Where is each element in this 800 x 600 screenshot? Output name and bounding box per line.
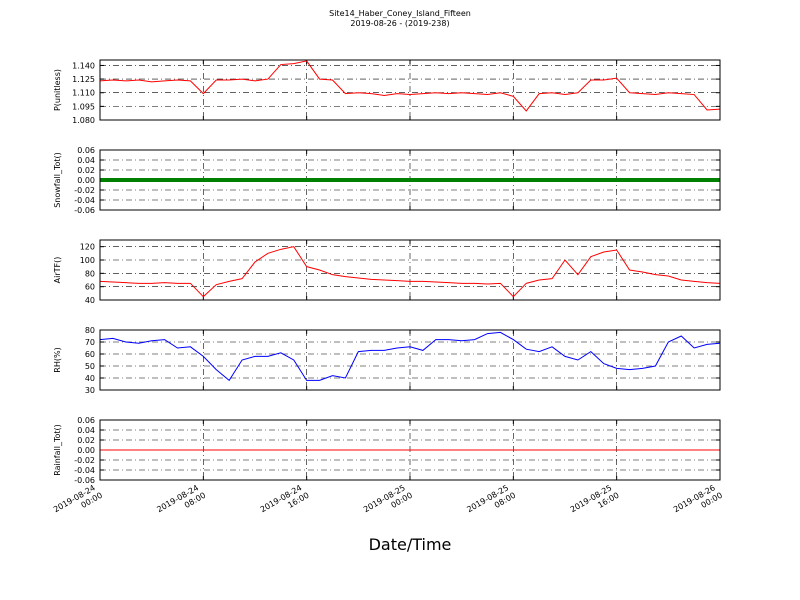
y-tick-label: 40 <box>85 374 95 383</box>
y-tick-label: 0.06 <box>77 146 95 155</box>
x-axis-label: Date/Time <box>369 535 452 554</box>
axes-frame <box>99 149 721 211</box>
y-tick-label: -0.02 <box>74 456 95 465</box>
data-line <box>100 331 720 382</box>
y-tick-label: 1.140 <box>72 61 95 70</box>
y-tick-label: 0.04 <box>77 426 95 435</box>
y-tick-label: 60 <box>85 350 95 359</box>
y-tick-label: 0.02 <box>77 166 95 175</box>
axes-frame <box>99 239 721 301</box>
y-tick-label: 1.110 <box>72 89 95 98</box>
y-axis-label: P(unitless) <box>53 69 62 111</box>
y-axis-label: AirTF() <box>53 257 62 284</box>
y-tick-label: 1.095 <box>72 102 95 111</box>
y-tick-label: -0.04 <box>74 466 95 475</box>
y-tick-label: 80 <box>85 326 95 335</box>
y-tick-label: 80 <box>85 269 95 278</box>
axes-frame <box>99 329 721 391</box>
y-tick-label: 0.00 <box>77 446 95 455</box>
y-tick-label: 0.06 <box>77 416 95 425</box>
y-tick-label: 1.125 <box>72 75 95 84</box>
chart-title: Site14_Haber_Coney_Island_Fifteen <box>329 9 471 18</box>
y-tick-label: 100 <box>80 256 95 265</box>
y-axis-label: RH(%) <box>53 347 62 372</box>
data-line <box>100 246 720 298</box>
y-tick-label: -0.02 <box>74 186 95 195</box>
y-tick-label: 50 <box>85 362 95 371</box>
plot-area <box>100 246 720 298</box>
data-line <box>100 60 720 112</box>
y-tick-label: 40 <box>85 296 95 305</box>
y-tick-label: 1.080 <box>72 116 95 125</box>
y-tick-label: -0.04 <box>74 196 95 205</box>
y-tick-label: 0.00 <box>77 176 95 185</box>
axes-frame <box>99 59 721 121</box>
y-tick-label: 30 <box>85 386 95 395</box>
y-axis-label: Rainfall_Tot() <box>53 424 62 476</box>
chart-subtitle: 2019-08-26 - (2019-238) <box>350 19 449 28</box>
y-tick-label: 70 <box>85 338 95 347</box>
y-tick-label: -0.06 <box>74 206 95 215</box>
plot-area <box>100 60 720 112</box>
y-tick-label: 0.02 <box>77 436 95 445</box>
y-tick-label: -0.06 <box>74 476 95 485</box>
y-tick-label: 60 <box>85 283 95 292</box>
y-axis-label: Snowfall_Tot() <box>53 152 62 208</box>
plot-area <box>100 331 720 382</box>
y-tick-label: 120 <box>80 243 95 252</box>
y-tick-label: 0.04 <box>77 156 95 165</box>
axes-frame <box>99 419 721 481</box>
